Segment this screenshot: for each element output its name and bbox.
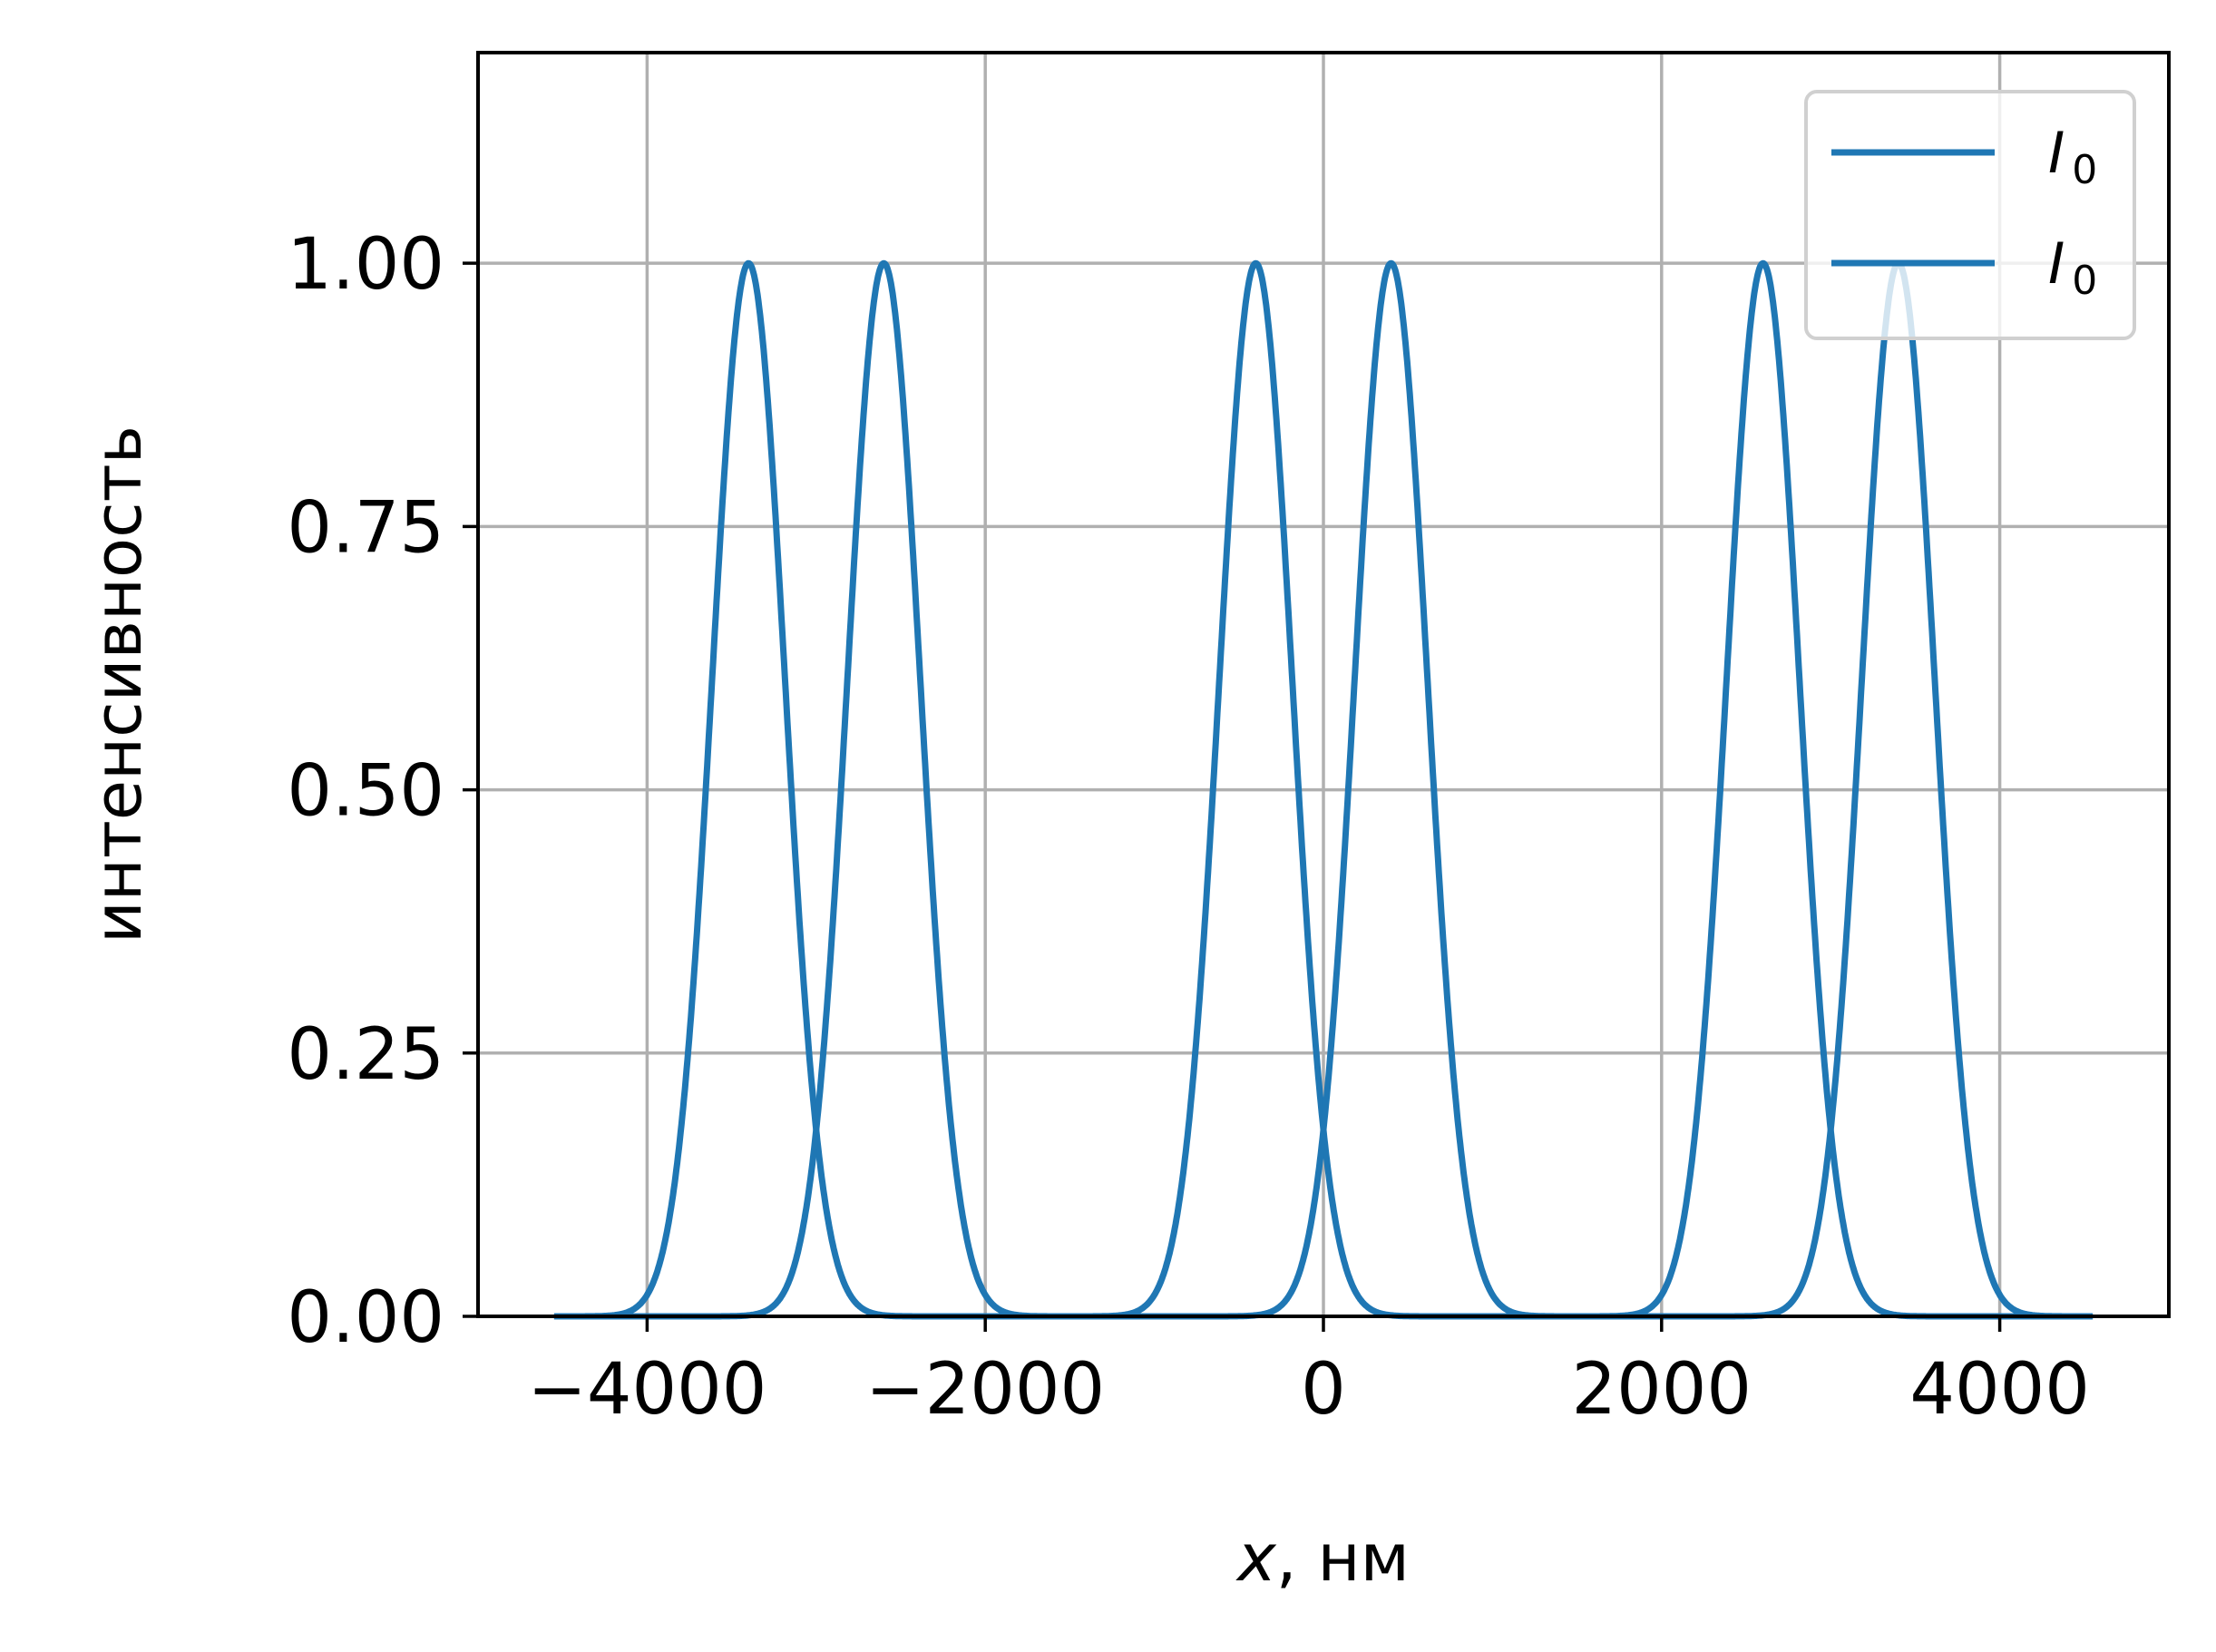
- axis-ticks: [463, 261, 2002, 1332]
- y-tick-label: 0.75: [287, 487, 444, 569]
- y-axis-label: интенсивность: [80, 425, 156, 943]
- y-tick-label: 0.25: [287, 1014, 444, 1096]
- x-axis-unit: , нм: [1276, 1520, 1410, 1596]
- x-tick-label: −4000: [527, 1349, 766, 1431]
- legend: I 0 I 0: [1804, 90, 2136, 340]
- tick-labels: −4000 −2000 0 2000 4000 0.00 0.25 0.50 0.75 1.00: [287, 224, 2090, 1431]
- x-axis-variable: x: [1235, 1520, 1277, 1596]
- series-layer: [552, 259, 2095, 1320]
- x-axis-label: x, нм: [1235, 1520, 1410, 1596]
- y-tick-label: 0.00: [287, 1277, 444, 1359]
- x-tick-label: 0: [1301, 1349, 1346, 1431]
- x-tick-label: 4000: [1909, 1349, 2090, 1431]
- x-tick-label: −2000: [865, 1349, 1105, 1431]
- y-tick-label: 0.50: [287, 751, 444, 833]
- series-line-2: [552, 259, 2095, 1320]
- y-tick-label: 1.00: [287, 224, 444, 306]
- x-tick-label: 2000: [1572, 1349, 1752, 1431]
